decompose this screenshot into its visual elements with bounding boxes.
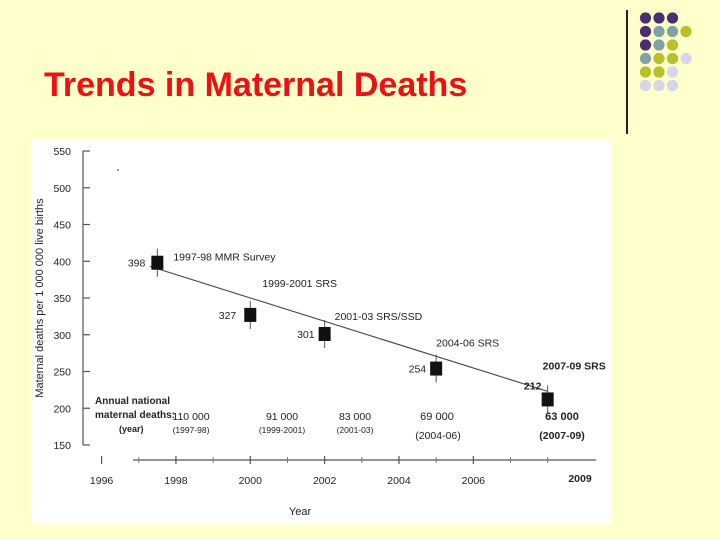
y-tick-label: 300: [53, 330, 71, 342]
point-source-label: 2007-09 SRS: [543, 360, 606, 372]
x-extra-tick-label: 2009: [568, 473, 592, 485]
point-source-label: 2004-06 SRS: [436, 338, 499, 350]
annual-deaths-period: (2004-06): [415, 430, 461, 442]
point-value-label: 398: [128, 258, 146, 270]
y-tick-label: 200: [53, 403, 71, 415]
annual-deaths-period: (2007-09): [539, 430, 585, 442]
data-point-marker: [244, 307, 257, 322]
data-point-marker: [151, 255, 164, 270]
x-tick-label: 2002: [313, 475, 337, 487]
decor-dot-teal: [653, 39, 665, 51]
point-source-label: 1999-2001 SRS: [262, 278, 337, 290]
decor-dot-lavender: [666, 79, 679, 92]
decor-dot-purple: [666, 12, 679, 24]
slide-title: Trends in Maternal Deaths: [44, 66, 468, 104]
annual-label-line2: maternal deaths:: [95, 410, 175, 421]
decor-dot-lavender: [653, 79, 665, 92]
annual-deaths-value: 69 000: [420, 411, 454, 423]
y-tick-label: 350: [53, 293, 71, 305]
point-value-label: 212: [524, 380, 542, 392]
decorative-dot-grid: [639, 12, 692, 92]
x-tick-label: 1996: [90, 475, 114, 487]
annual-deaths-value: 91 000: [266, 411, 298, 423]
x-axis-label: Year: [289, 506, 312, 518]
y-tick-label: 550: [53, 146, 71, 158]
y-axis-label: Maternal deaths per 1 000 000 live birth…: [34, 198, 46, 398]
annual-deaths-period: (1997-98): [173, 425, 210, 435]
decor-dot-olive: [639, 66, 652, 78]
stray-dot: [117, 169, 119, 171]
decor-dot-teal: [639, 52, 652, 65]
annual-label-line1: Annual national: [95, 396, 170, 407]
decor-dot-lavender: [666, 66, 679, 78]
decor-dot-purple: [639, 12, 652, 24]
y-tick-label: 400: [53, 256, 71, 268]
point-value-label: 301: [297, 329, 315, 341]
decor-dot-lavender: [680, 52, 692, 65]
decor-dot-olive: [653, 52, 665, 65]
data-point-marker: [318, 327, 331, 342]
point-value-label: 327: [219, 310, 237, 322]
data-point-marker: [541, 392, 554, 407]
x-tick-label: 2004: [387, 475, 411, 487]
y-tick-label: 150: [53, 440, 71, 452]
decor-dot-purple: [653, 12, 665, 24]
decor-dot-purple: [639, 39, 652, 51]
title-divider-line: [626, 10, 628, 134]
maternal-deaths-chart: 150 200 250 300 350 400 450 500 550 Maternal deat…: [34, 146, 606, 518]
decor-dot-teal: [666, 25, 679, 38]
point-value-label: 254: [409, 364, 427, 376]
point-source-label: 2001-03 SRS/SSD: [335, 311, 423, 323]
annual-deaths-value: 63 000: [545, 411, 579, 423]
y-tick-label: 450: [53, 220, 71, 232]
annual-deaths-value: 83 000: [339, 411, 371, 423]
data-point-marker: [430, 361, 443, 376]
annual-deaths-value: 110 000: [172, 411, 209, 423]
decor-dot-teal: [653, 25, 665, 38]
decor-dot-olive: [653, 66, 665, 78]
annual-label-line3: (year): [119, 424, 144, 434]
annual-deaths-period: (2001-03): [337, 425, 374, 435]
x-tick-label: 1998: [164, 475, 188, 487]
y-tick-label: 500: [53, 183, 71, 195]
decor-dot-olive: [666, 52, 679, 65]
x-tick-label: 2006: [462, 475, 486, 487]
trend-line: [149, 265, 548, 392]
decor-dot-olive: [666, 39, 679, 51]
y-tick-label: 250: [53, 367, 71, 379]
chart-panel: 150 200 250 300 350 400 450 500 550 Maternal deat…: [31, 140, 611, 524]
point-source-label: 1997-98 MMR Survey: [173, 252, 276, 264]
x-tick-label: 2000: [239, 475, 263, 487]
decor-dot-purple: [639, 25, 652, 38]
decor-dot-olive: [680, 25, 692, 38]
decor-dot-lavender: [639, 79, 652, 92]
annual-deaths-period: (1999-2001): [259, 425, 305, 435]
